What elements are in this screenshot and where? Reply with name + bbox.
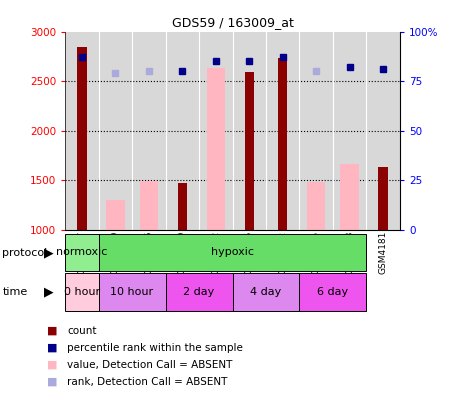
Bar	[140, 181, 158, 230]
Text: 0 hour: 0 hour	[64, 287, 100, 297]
Bar	[178, 183, 187, 230]
Text: ■: ■	[46, 377, 57, 387]
Text: rank, Detection Call = ABSENT: rank, Detection Call = ABSENT	[67, 377, 228, 387]
Bar	[379, 167, 388, 230]
Text: value, Detection Call = ABSENT: value, Detection Call = ABSENT	[67, 360, 233, 370]
Text: ■: ■	[46, 343, 57, 353]
Text: percentile rank within the sample: percentile rank within the sample	[67, 343, 243, 353]
Bar	[99, 234, 366, 271]
Bar	[299, 273, 366, 311]
Text: count: count	[67, 326, 97, 336]
Text: hypoxic: hypoxic	[211, 248, 254, 257]
Bar	[206, 68, 225, 230]
Bar	[106, 200, 125, 230]
Bar	[77, 46, 86, 230]
Text: protocol: protocol	[2, 248, 47, 258]
Text: normoxic: normoxic	[56, 248, 107, 257]
Bar	[166, 273, 232, 311]
Bar	[307, 182, 326, 230]
Title: GDS59 / 163009_at: GDS59 / 163009_at	[172, 16, 293, 29]
Text: ■: ■	[46, 360, 57, 370]
Bar	[99, 273, 166, 311]
Text: 4 day: 4 day	[250, 287, 282, 297]
Text: ■: ■	[46, 326, 57, 336]
Bar	[65, 234, 99, 271]
Bar	[340, 164, 359, 230]
Text: 10 hour: 10 hour	[111, 287, 153, 297]
Text: time: time	[2, 287, 27, 297]
Bar	[245, 72, 254, 230]
Text: ▶: ▶	[44, 286, 53, 299]
Bar	[232, 273, 299, 311]
Text: 6 day: 6 day	[318, 287, 348, 297]
Text: 2 day: 2 day	[183, 287, 215, 297]
Bar	[278, 58, 287, 230]
Bar	[65, 273, 99, 311]
Text: ▶: ▶	[44, 246, 53, 259]
